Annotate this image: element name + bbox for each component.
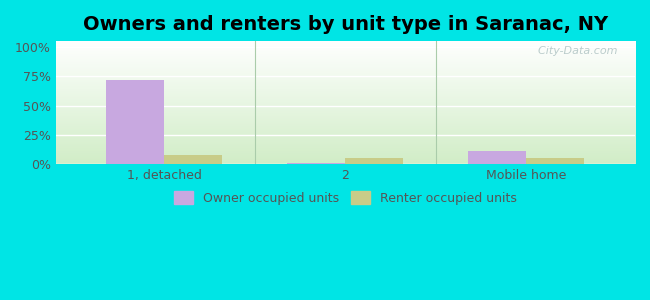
- Bar: [107, 80, 164, 164]
- Title: Owners and renters by unit type in Saranac, NY: Owners and renters by unit type in Saran…: [83, 15, 608, 34]
- Bar: [287, 163, 345, 164]
- Bar: [469, 151, 526, 164]
- Bar: [345, 158, 403, 164]
- Text: City-Data.com: City-Data.com: [531, 46, 618, 56]
- Bar: [526, 158, 584, 164]
- Bar: [164, 155, 222, 164]
- Legend: Owner occupied units, Renter occupied units: Owner occupied units, Renter occupied un…: [169, 186, 522, 210]
